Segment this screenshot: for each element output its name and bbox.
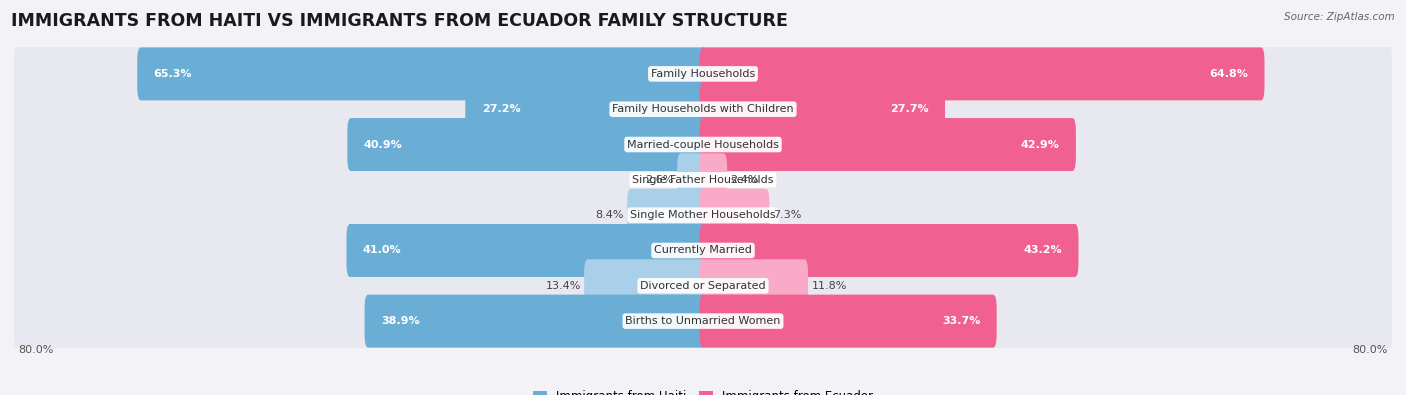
- FancyBboxPatch shape: [700, 118, 1076, 171]
- Bar: [14, 92, 1392, 127]
- Text: Currently Married: Currently Married: [654, 245, 752, 256]
- Text: 33.7%: 33.7%: [942, 316, 980, 326]
- Text: 13.4%: 13.4%: [546, 281, 581, 291]
- FancyBboxPatch shape: [700, 153, 727, 206]
- Bar: [14, 233, 1392, 268]
- Text: 65.3%: 65.3%: [153, 69, 193, 79]
- Bar: [14, 303, 1392, 339]
- FancyBboxPatch shape: [14, 47, 1392, 101]
- FancyBboxPatch shape: [583, 259, 706, 312]
- Text: 38.9%: 38.9%: [381, 316, 419, 326]
- Text: 80.0%: 80.0%: [18, 345, 53, 355]
- FancyBboxPatch shape: [364, 295, 706, 348]
- Text: 27.2%: 27.2%: [482, 104, 520, 114]
- FancyBboxPatch shape: [14, 223, 1392, 278]
- FancyBboxPatch shape: [678, 153, 706, 206]
- Bar: [14, 127, 1392, 162]
- FancyBboxPatch shape: [347, 118, 706, 171]
- FancyBboxPatch shape: [14, 82, 1392, 136]
- Text: Married-couple Households: Married-couple Households: [627, 139, 779, 150]
- Text: 2.4%: 2.4%: [731, 175, 759, 185]
- Text: 41.0%: 41.0%: [363, 245, 402, 256]
- FancyBboxPatch shape: [14, 259, 1392, 313]
- FancyBboxPatch shape: [346, 224, 706, 277]
- Text: 64.8%: 64.8%: [1209, 69, 1249, 79]
- Text: 2.6%: 2.6%: [645, 175, 673, 185]
- Text: Source: ZipAtlas.com: Source: ZipAtlas.com: [1284, 12, 1395, 22]
- FancyBboxPatch shape: [14, 152, 1392, 207]
- Text: IMMIGRANTS FROM HAITI VS IMMIGRANTS FROM ECUADOR FAMILY STRUCTURE: IMMIGRANTS FROM HAITI VS IMMIGRANTS FROM…: [11, 12, 789, 30]
- Text: 80.0%: 80.0%: [1353, 345, 1388, 355]
- Text: Single Father Households: Single Father Households: [633, 175, 773, 185]
- Text: Single Mother Households: Single Mother Households: [630, 210, 776, 220]
- Text: 27.7%: 27.7%: [890, 104, 928, 114]
- Text: Births to Unmarried Women: Births to Unmarried Women: [626, 316, 780, 326]
- Text: 42.9%: 42.9%: [1021, 139, 1060, 150]
- Bar: [14, 268, 1392, 303]
- Bar: [14, 198, 1392, 233]
- FancyBboxPatch shape: [700, 189, 769, 242]
- FancyBboxPatch shape: [465, 83, 706, 136]
- FancyBboxPatch shape: [138, 47, 706, 100]
- Text: Family Households with Children: Family Households with Children: [612, 104, 794, 114]
- Text: Family Households: Family Households: [651, 69, 755, 79]
- Text: 7.3%: 7.3%: [773, 210, 801, 220]
- FancyBboxPatch shape: [700, 224, 1078, 277]
- Text: 43.2%: 43.2%: [1024, 245, 1062, 256]
- Bar: [14, 162, 1392, 198]
- Text: 40.9%: 40.9%: [364, 139, 402, 150]
- FancyBboxPatch shape: [14, 117, 1392, 172]
- Text: Divorced or Separated: Divorced or Separated: [640, 281, 766, 291]
- FancyBboxPatch shape: [14, 294, 1392, 348]
- FancyBboxPatch shape: [700, 295, 997, 348]
- FancyBboxPatch shape: [700, 83, 945, 136]
- FancyBboxPatch shape: [14, 188, 1392, 243]
- FancyBboxPatch shape: [700, 47, 1264, 100]
- FancyBboxPatch shape: [700, 259, 808, 312]
- Text: 8.4%: 8.4%: [595, 210, 624, 220]
- Legend: Immigrants from Haiti, Immigrants from Ecuador: Immigrants from Haiti, Immigrants from E…: [529, 385, 877, 395]
- Text: 11.8%: 11.8%: [811, 281, 846, 291]
- Bar: [14, 56, 1392, 92]
- FancyBboxPatch shape: [627, 189, 706, 242]
